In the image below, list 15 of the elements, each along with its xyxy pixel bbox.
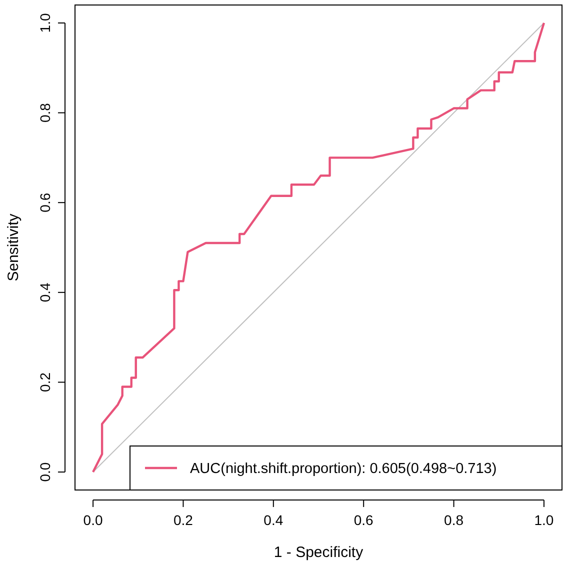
x-tick-label: 0.2 xyxy=(173,512,194,528)
y-tick-label: 0.4 xyxy=(37,282,53,302)
y-axis-title: Sensitivity xyxy=(5,213,22,282)
x-tick-label: 0.8 xyxy=(444,512,464,528)
x-tick-label: 0.6 xyxy=(354,512,374,528)
y-tick-label: 0.6 xyxy=(37,192,53,212)
x-tick-label: 0.4 xyxy=(264,512,284,528)
y-tick-label: 0.0 xyxy=(37,462,53,482)
x-tick-label: 1.0 xyxy=(534,512,554,528)
y-tick-label: 0.2 xyxy=(37,372,53,392)
y-tick-label: 0.8 xyxy=(37,102,53,123)
y-tick-label: 1.0 xyxy=(37,13,53,33)
x-axis-title: 1 - Specificity xyxy=(274,544,364,561)
x-tick-label: 0.0 xyxy=(83,512,103,528)
legend-label: AUC(night.shift.proportion): 0.605(0.498~0.713) xyxy=(190,461,497,477)
